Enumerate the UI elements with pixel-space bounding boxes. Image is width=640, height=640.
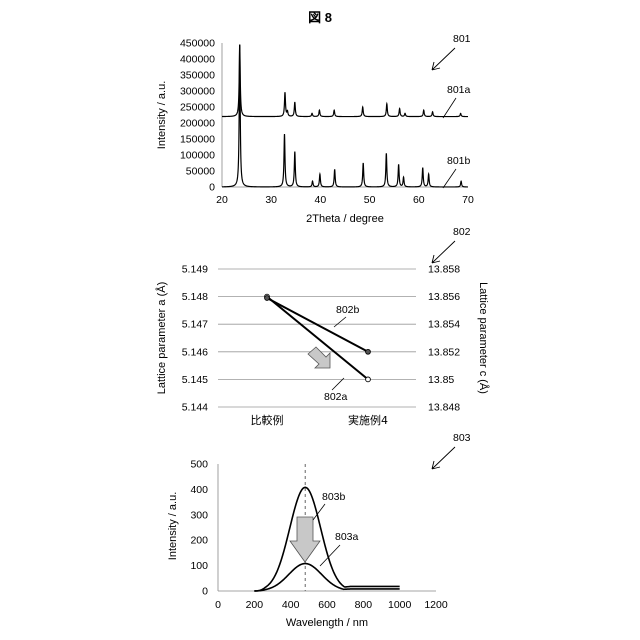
lattice-right-tick-label: 13.85 [428, 374, 454, 386]
emission-x-tick-label: 1000 [388, 599, 412, 611]
lattice-left-tick-label: 5.145 [182, 374, 208, 386]
xrd-x-tick-label: 70 [462, 194, 474, 206]
xrd-panel: 801 0 50000 100000 150000 200000 250000 300000… [156, 33, 474, 225]
series-label-801a: 801a [447, 84, 471, 96]
emission-y-tick-label: 500 [190, 459, 208, 471]
figure-title: 図 8 [308, 10, 332, 25]
xrd-x-tick-label: 20 [216, 194, 228, 206]
lattice-right-tick-label: 13.858 [428, 264, 460, 276]
series-label-802a: 802a [324, 391, 348, 403]
lattice-category-label: 実施例4 [348, 413, 388, 427]
xrd-y-tick-label: 250000 [180, 102, 215, 114]
ref-label-801: 801 [453, 33, 471, 45]
emission-x-tick-label: 0 [215, 599, 221, 611]
decrease-arrow [308, 347, 330, 368]
ref-arrow-802 [432, 241, 455, 263]
emission-y-tick-label: 0 [202, 586, 208, 598]
ref-label-803: 803 [453, 432, 471, 444]
lattice-point-802a [366, 377, 371, 382]
xrd-y-axis-label: Intensity / a.u. [156, 81, 168, 149]
series-label-803b: 803b [322, 491, 346, 503]
emission-x-tick-label: 1200 [424, 599, 448, 611]
intensity-decrease-arrow [290, 517, 320, 562]
lattice-left-tick-label: 5.148 [182, 291, 208, 303]
emission-x-tick-label: 400 [282, 599, 300, 611]
xrd-y-tick-label: 150000 [180, 134, 215, 146]
xrd-series-line-801a [222, 45, 468, 117]
series-label-802b: 802b [336, 304, 360, 316]
lattice-left-tick-label: 5.147 [182, 319, 208, 331]
leader-802b [334, 317, 346, 327]
xrd-y-tick-label: 50000 [186, 166, 215, 178]
lattice-left-tick-label: 5.146 [182, 346, 208, 358]
emission-panel: 803 0 100 200 300 400 500 0 200 400 600 800 1000 120… [167, 432, 471, 629]
lattice-panel: 802 5.1495.1485.1475.1465.1455.14413.858… [155, 226, 490, 427]
lattice-left-tick-label: 5.149 [182, 264, 208, 276]
ref-arrow-801 [432, 48, 455, 70]
xrd-x-tick-label: 60 [413, 194, 425, 206]
leader-801b [443, 169, 456, 188]
lattice-point-802b [366, 349, 371, 354]
xrd-y-tick-label: 100000 [180, 150, 215, 162]
emission-x-tick-label: 200 [246, 599, 264, 611]
xrd-x-tick-label: 30 [265, 194, 277, 206]
series-label-803a: 803a [335, 531, 359, 543]
lattice-grid: 5.149 5.148 5.147 5.146 5.145 5.144 13.858 13.8… [182, 264, 461, 428]
xrd-y-tick-label: 0 [209, 182, 215, 194]
leader-801a [443, 98, 456, 118]
lattice-point-802b [265, 296, 270, 301]
xrd-x-axis-label: 2Theta / degree [306, 213, 384, 225]
xrd-plot-area [222, 45, 468, 187]
ref-arrow-803 [432, 447, 455, 469]
lattice-right-tick-label: 13.848 [428, 402, 460, 414]
series-label-801b: 801b [447, 155, 471, 167]
emission-y-tick-label: 300 [190, 509, 208, 521]
lattice-right-tick-label: 13.854 [428, 319, 460, 331]
lattice-right-tick-label: 13.856 [428, 291, 460, 303]
xrd-y-tick-label: 350000 [180, 70, 215, 82]
lattice-right-axis-label: Lattice parameter c (Å) [477, 282, 490, 394]
xrd-x-tick-label: 40 [315, 194, 327, 206]
xrd-y-tick-label: 300000 [180, 86, 215, 98]
emission-y-axis-label: Intensity / a.u. [167, 492, 179, 560]
emission-axes: 0 100 200 300 400 500 0 200 400 600 800 1000 1200 [190, 459, 447, 612]
emission-x-tick-label: 600 [318, 599, 336, 611]
xrd-x-tick-label: 50 [364, 194, 376, 206]
emission-y-tick-label: 400 [190, 484, 208, 496]
ref-label-802: 802 [453, 226, 471, 238]
emission-x-tick-label: 800 [355, 599, 373, 611]
xrd-axes: 0 50000 100000 150000 200000 250000 300000 3500… [180, 38, 474, 207]
xrd-y-tick-label: 400000 [180, 54, 215, 66]
lattice-left-axis-label: Lattice parameter a (Å) [155, 282, 168, 395]
lattice-category-label: 比較例 [251, 413, 284, 427]
xrd-y-tick-label: 200000 [180, 118, 215, 130]
xrd-y-tick-label: 450000 [180, 38, 215, 50]
emission-plot-area [254, 464, 399, 591]
emission-y-tick-label: 200 [190, 535, 208, 547]
emission-y-tick-label: 100 [190, 560, 208, 572]
lattice-right-tick-label: 13.852 [428, 346, 460, 358]
lattice-left-tick-label: 5.144 [182, 402, 208, 414]
emission-x-axis-label: Wavelength / nm [286, 617, 368, 629]
